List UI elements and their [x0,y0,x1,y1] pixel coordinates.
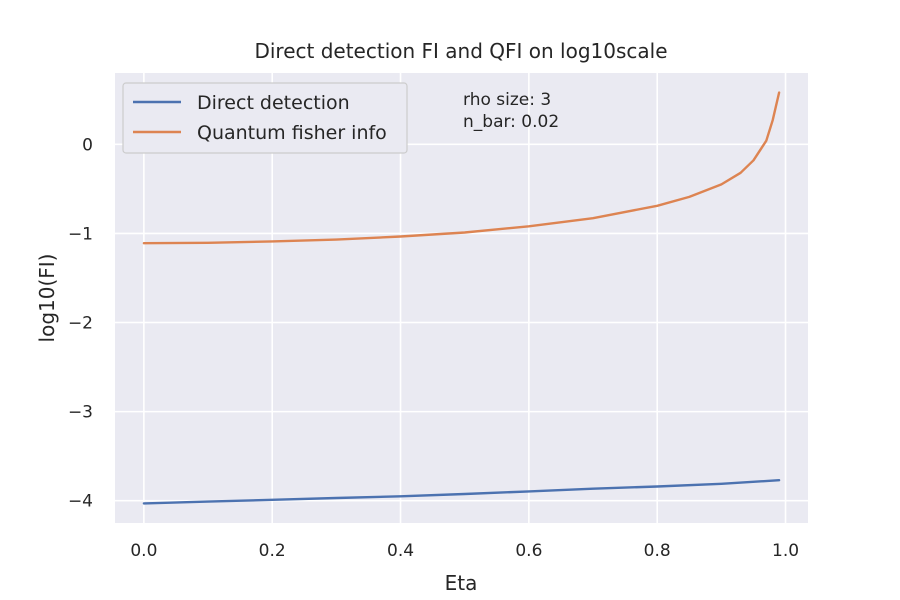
legend-box [122,82,408,154]
x-tick-label: 0.0 [130,541,157,561]
legend-label-direct-detection: Direct detection [197,92,350,114]
x-axis-label: Eta [445,571,478,595]
x-tick-label: 1.0 [772,541,799,561]
legend: Direct detection Quantum fisher info [122,82,408,154]
y-tick-label: −1 [68,224,93,244]
legend-label-quantum-fisher-info: Quantum fisher info [197,122,387,144]
x-tick-label: 0.6 [515,541,542,561]
y-axis-label: log10(FI) [35,254,59,343]
annotation-rho-size: rho size: 3 [463,90,551,110]
x-tick-label: 0.4 [387,541,414,561]
y-tick-label: −3 [68,403,93,423]
y-tick-label: −2 [68,314,93,334]
series-line-quantum-fisher-info [142,91,781,245]
x-tick-label: 0.8 [644,541,671,561]
tick-labels: 0.0 0.2 0.4 0.6 0.8 1.0 0 −1 −2 −3 −4 [68,135,799,561]
y-tick-label: −4 [68,492,93,512]
series-layer [142,91,781,505]
y-tick-label: 0 [82,135,93,155]
chart-title: Direct detection FI and QFI on log10scal… [254,39,667,63]
x-tick-label: 0.2 [259,541,286,561]
annotation-n-bar: n_bar: 0.02 [463,112,559,132]
series-line-direct-detection [142,479,781,505]
